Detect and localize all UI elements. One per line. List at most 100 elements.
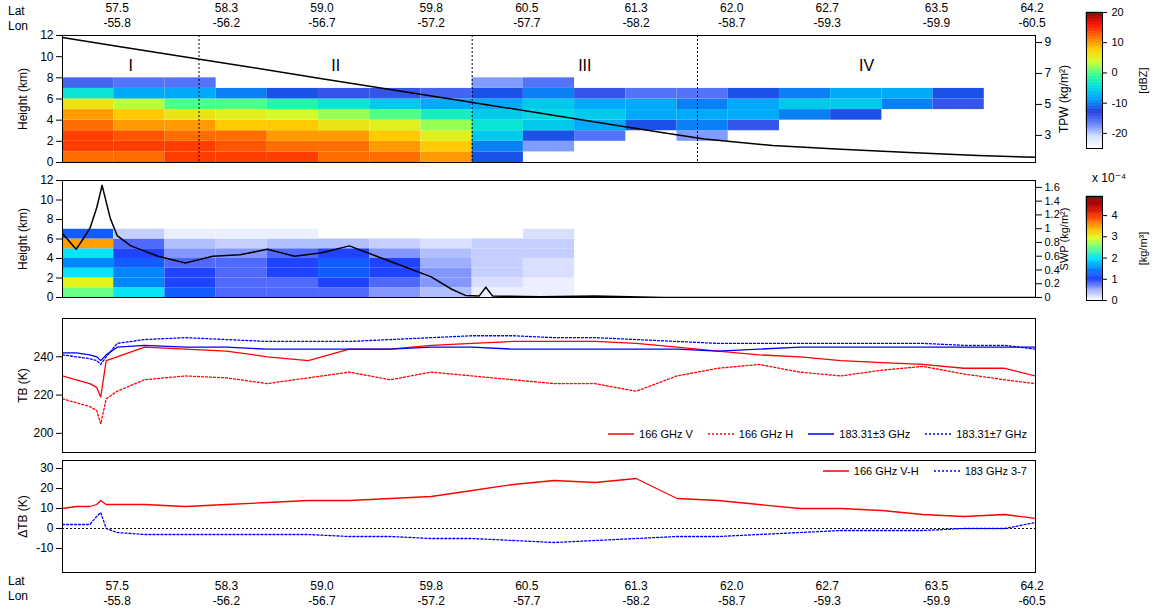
html-text:x 10⁻⁴: x 10⁻⁴ <box>1092 171 1127 185</box>
svg-text:-58.2: -58.2 <box>622 16 650 30</box>
svg-text:12: 12 <box>40 28 54 42</box>
svg-text:-55.8: -55.8 <box>103 16 131 30</box>
svg-text:59.0: 59.0 <box>310 1 334 15</box>
svg-text:-56.7: -56.7 <box>308 16 336 30</box>
svg-text:-58.2: -58.2 <box>622 594 650 608</box>
svg-text:6: 6 <box>47 92 54 106</box>
svg-text:64.2: 64.2 <box>1020 1 1044 15</box>
svg-text:-56.2: -56.2 <box>213 16 241 30</box>
svg-text:-58.7: -58.7 <box>718 16 746 30</box>
svg-text:62.0: 62.0 <box>720 579 744 593</box>
svg-text:-55.8: -55.8 <box>103 594 131 608</box>
svg-text:0: 0 <box>1112 294 1118 306</box>
svg-text:0: 0 <box>47 290 54 304</box>
svg-text:[kg/m³]: [kg/m³] <box>1137 232 1149 266</box>
svg-text:SWP (kg/m²): SWP (kg/m²) <box>1058 208 1070 271</box>
svg-text:2: 2 <box>47 134 54 148</box>
svg-text:ΔTB (K): ΔTB (K) <box>16 495 30 538</box>
html-text:Lat: Lat <box>8 4 25 18</box>
svg-text:3: 3 <box>1112 230 1118 242</box>
svg-text:220: 220 <box>33 388 53 402</box>
svg-text:63.5: 63.5 <box>925 1 949 15</box>
svg-text:2: 2 <box>1112 252 1118 264</box>
svg-text:-60.5: -60.5 <box>1018 16 1046 30</box>
svg-text:1: 1 <box>1045 222 1051 234</box>
svg-text:[dBZ]: [dBZ] <box>1137 67 1149 93</box>
svg-text:57.5: 57.5 <box>105 1 129 15</box>
svg-text:0.2: 0.2 <box>1045 277 1060 289</box>
svg-text:III: III <box>578 57 591 74</box>
svg-text:59.0: 59.0 <box>310 579 334 593</box>
svg-text:59.8: 59.8 <box>420 579 444 593</box>
html-text:Lon: Lon <box>8 19 28 33</box>
svg-text:2: 2 <box>47 271 54 285</box>
svg-text:3: 3 <box>1045 128 1052 142</box>
svg-text:-56.7: -56.7 <box>308 594 336 608</box>
svg-text:62.7: 62.7 <box>816 1 840 15</box>
svg-text:0: 0 <box>47 155 54 169</box>
svg-text:64.2: 64.2 <box>1020 579 1044 593</box>
svg-text:0: 0 <box>1045 291 1051 303</box>
svg-text:1.2: 1.2 <box>1045 208 1060 220</box>
svg-text:-58.7: -58.7 <box>718 594 746 608</box>
svg-text:58.3: 58.3 <box>215 579 239 593</box>
svg-text:-20: -20 <box>1112 127 1128 139</box>
svg-text:-59.9: -59.9 <box>923 16 951 30</box>
svg-text:30: 30 <box>40 461 54 475</box>
svg-text:20: 20 <box>1112 6 1124 18</box>
svg-text:1: 1 <box>1112 273 1118 285</box>
svg-text:61.3: 61.3 <box>624 1 648 15</box>
svg-text:-57.7: -57.7 <box>513 594 541 608</box>
svg-text:62.0: 62.0 <box>720 1 744 15</box>
svg-text:-57.7: -57.7 <box>513 16 541 30</box>
svg-text:0.6: 0.6 <box>1045 250 1060 262</box>
svg-text:7: 7 <box>1045 66 1052 80</box>
svg-text:8: 8 <box>47 71 54 85</box>
svg-text:-56.2: -56.2 <box>213 594 241 608</box>
svg-text:0: 0 <box>47 521 54 535</box>
svg-text:II: II <box>331 57 340 74</box>
svg-text:60.5: 60.5 <box>515 1 539 15</box>
svg-text:10: 10 <box>40 193 54 207</box>
svg-text:60.5: 60.5 <box>515 579 539 593</box>
svg-text:-60.5: -60.5 <box>1018 594 1046 608</box>
svg-text:TB (K): TB (K) <box>16 368 30 403</box>
svg-text:10: 10 <box>1112 36 1124 48</box>
svg-text:-57.2: -57.2 <box>418 594 446 608</box>
svg-text:5: 5 <box>1045 97 1052 111</box>
svg-text:0.8: 0.8 <box>1045 236 1060 248</box>
svg-text:-10: -10 <box>1112 97 1128 109</box>
svg-text:63.5: 63.5 <box>925 579 949 593</box>
svg-text:240: 240 <box>33 350 53 364</box>
svg-text:200: 200 <box>33 426 53 440</box>
svg-text:62.7: 62.7 <box>816 579 840 593</box>
svg-text:1.4: 1.4 <box>1045 195 1060 207</box>
svg-text:-59.3: -59.3 <box>814 594 842 608</box>
svg-text:57.5: 57.5 <box>105 579 129 593</box>
svg-text:10: 10 <box>40 501 54 515</box>
svg-text:-57.2: -57.2 <box>418 16 446 30</box>
svg-text:4: 4 <box>1112 209 1118 221</box>
svg-text:-10: -10 <box>36 541 54 555</box>
svg-text:4: 4 <box>47 113 54 127</box>
svg-text:Height (km): Height (km) <box>16 68 30 130</box>
svg-text:10: 10 <box>40 50 54 64</box>
svg-text:-59.3: -59.3 <box>814 16 842 30</box>
svg-text:-59.9: -59.9 <box>923 594 951 608</box>
svg-text:0.4: 0.4 <box>1045 263 1060 275</box>
svg-text:0: 0 <box>1112 66 1118 78</box>
svg-text:59.8: 59.8 <box>420 1 444 15</box>
svg-text:8: 8 <box>47 212 54 226</box>
svg-text:12: 12 <box>40 173 54 187</box>
svg-text:Height (km): Height (km) <box>16 208 30 270</box>
svg-text:IV: IV <box>859 57 874 74</box>
svg-text:20: 20 <box>40 481 54 495</box>
svg-text:TPW (kg/m²): TPW (kg/m²) <box>1057 65 1071 133</box>
svg-text:I: I <box>129 57 133 74</box>
svg-text:58.3: 58.3 <box>215 1 239 15</box>
svg-text:4: 4 <box>47 251 54 265</box>
svg-text:1.6: 1.6 <box>1045 181 1060 193</box>
svg-text:6: 6 <box>47 232 54 246</box>
svg-text:9: 9 <box>1045 35 1052 49</box>
svg-text:61.3: 61.3 <box>624 579 648 593</box>
